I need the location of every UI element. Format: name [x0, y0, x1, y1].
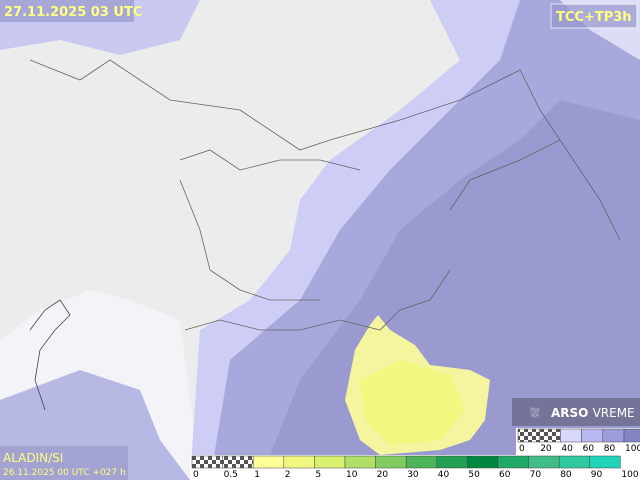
coastline: [29, 299, 71, 411]
legend-swatch: [222, 455, 254, 469]
legend-label: 0: [519, 444, 525, 454]
legend-label: 90: [591, 470, 603, 480]
legend-label: 2: [285, 470, 291, 480]
legend-swatch: [405, 455, 438, 469]
border: [29, 59, 621, 331]
precipitation: [360, 360, 465, 445]
run: 26.11.2025 00 UTC +027 h: [3, 468, 126, 478]
legend-label: 80: [604, 444, 616, 454]
legend-swatch: [344, 455, 376, 469]
legend-label: 10: [346, 470, 358, 480]
legend-label: 0: [193, 470, 199, 480]
legend-swatch: [252, 455, 285, 469]
legend-swatch: [528, 455, 560, 469]
legend-label: 100: [621, 470, 638, 480]
legend-label: 20: [377, 470, 389, 480]
legend-label: 80: [560, 470, 572, 480]
legend-swatch: [517, 428, 540, 443]
legend-swatch: [191, 455, 223, 469]
brand: ARSO VREME: [551, 406, 635, 420]
legend-label: 30: [407, 470, 419, 480]
legend-swatch: [589, 455, 621, 469]
legend-swatch: [560, 428, 582, 443]
legend-swatch: [467, 455, 499, 469]
brand-box: [512, 398, 640, 426]
legend-swatch: [375, 455, 407, 469]
legend-swatch: [538, 428, 561, 443]
legend-label: 0.5: [224, 470, 238, 480]
legend-label: 50: [468, 470, 480, 480]
legend-label: 60: [583, 444, 595, 454]
model: ALADIN/SI: [3, 451, 63, 465]
legend-swatch: [283, 455, 315, 469]
legend-swatch: [581, 428, 604, 443]
legend-label: 70: [530, 470, 542, 480]
brand-name: ARSO: [551, 406, 588, 420]
legend-swatch: [497, 455, 529, 469]
product-box: [550, 3, 638, 29]
legend-label: 20: [540, 444, 552, 454]
product: TCC+TP3h: [556, 10, 632, 25]
legend-swatch: [623, 428, 640, 443]
legends: 0 20 40 60 80 100 0 0.5 1 2 5 10 20 30 40 50 60 70 80 90 100: [191, 428, 640, 480]
time-box: [0, 0, 134, 22]
legend-label: 40: [438, 470, 450, 480]
legend-label: 40: [561, 444, 573, 454]
legend-label: 5: [315, 470, 321, 480]
legend-swatch: [314, 455, 346, 469]
legend-swatch: [558, 455, 591, 469]
model-box: [0, 446, 128, 480]
valid-time: 27.11.2025 03 UTC: [4, 5, 142, 20]
brand-icon: ⛆: [530, 406, 540, 420]
legend-swatch: [602, 428, 625, 443]
legend-label: 100: [625, 444, 640, 454]
legend-label: 1: [254, 470, 260, 480]
brand-sub: VREME: [593, 406, 635, 420]
legend-label: 60: [499, 470, 511, 480]
legend-swatch: [436, 455, 468, 469]
